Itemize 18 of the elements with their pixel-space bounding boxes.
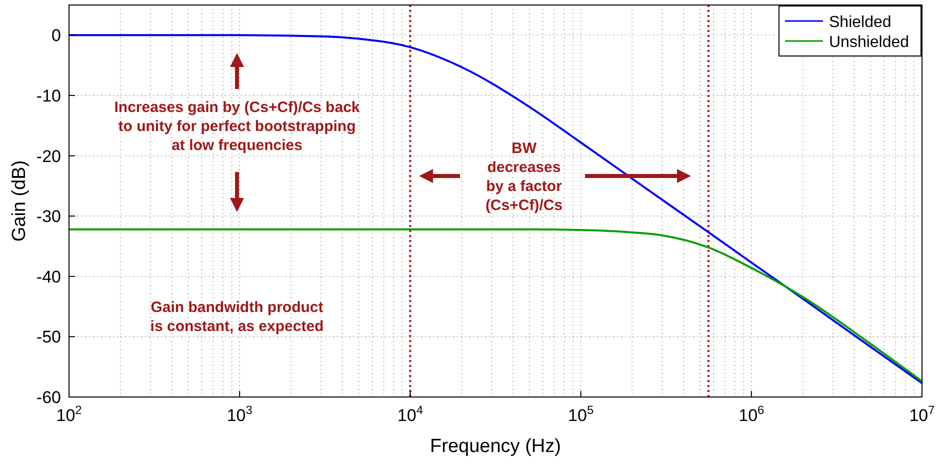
legend-label: Unshielded: [829, 34, 910, 51]
y-axis-title: Gain (dB): [9, 160, 30, 242]
y-tick-label: -30: [36, 207, 61, 226]
y-tick-label: 0: [52, 26, 61, 46]
x-tick-label: 10$^{4}$: [397, 403, 424, 425]
annotation: BW decreases by a factor (Cs+Cf)/Cs: [485, 140, 563, 214]
annotation: Increases gain by (Cs+Cf)/Cs back to unity for perfect bootstrapping at low frequencies: [114, 99, 360, 154]
x-tick-label: 10$^{6}$: [738, 403, 765, 425]
y-tick-label: -40: [36, 267, 61, 286]
y-tick-label: -20: [36, 146, 61, 166]
annotation: Gain bandwidth product is constant, as expected: [150, 299, 324, 335]
x-tick-label: 10$^{7}$: [909, 403, 936, 425]
legend-label: Shielded: [829, 14, 892, 31]
x-axis-title: Frequency (Hz): [430, 436, 561, 457]
y-tick-label: -10: [36, 86, 61, 106]
x-tick-label: 10$^{3}$: [226, 403, 253, 425]
y-tick-label: -50: [36, 328, 61, 347]
x-tick-label: 10$^{5}$: [568, 403, 594, 425]
